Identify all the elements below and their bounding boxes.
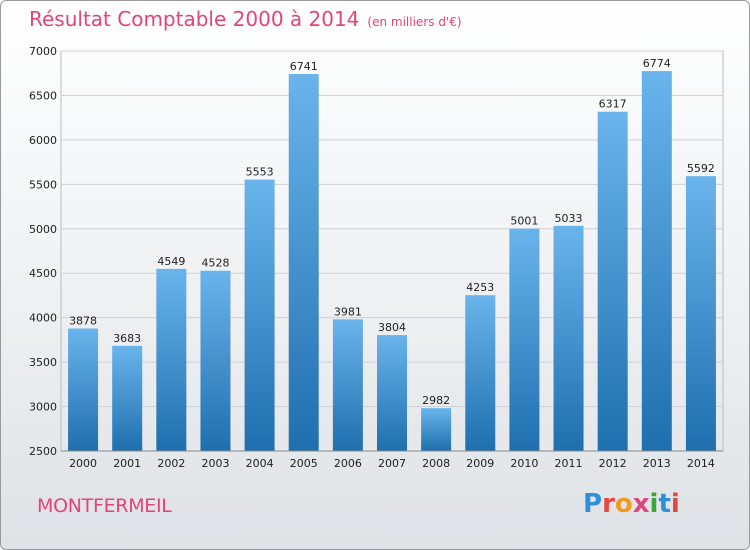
data-label: 6774 — [643, 57, 671, 70]
bar — [200, 270, 231, 451]
x-tick-label: 2009 — [466, 457, 494, 470]
bar — [244, 179, 275, 451]
x-tick-label: 2014 — [687, 457, 715, 470]
x-tick-label: 2011 — [555, 457, 583, 470]
y-tick-label: 3000 — [29, 401, 57, 414]
x-tick-label: 2005 — [290, 457, 318, 470]
data-label: 3878 — [69, 315, 97, 328]
x-tick-label: 2008 — [422, 457, 450, 470]
bar — [68, 328, 99, 451]
data-label: 5592 — [687, 162, 715, 175]
y-tick-label: 4500 — [29, 267, 57, 280]
logo-letter: i — [670, 489, 680, 519]
x-tick-label: 2002 — [157, 457, 185, 470]
unit-note: (en milliers d'€) — [367, 15, 462, 29]
x-tick-label: 2003 — [201, 457, 229, 470]
bar — [465, 295, 496, 451]
x-tick-label: 2010 — [510, 457, 538, 470]
x-tick-label: 2006 — [334, 457, 362, 470]
chart-title: Résultat Comptable 2000 à 2014 (en millie… — [29, 7, 462, 31]
data-label: 3981 — [334, 305, 362, 318]
bar — [597, 111, 628, 451]
data-label: 4549 — [157, 255, 185, 268]
bar — [553, 225, 584, 451]
data-label: 6741 — [290, 60, 318, 73]
logo-letter: P — [583, 489, 603, 519]
data-label: 4253 — [466, 281, 494, 294]
data-label: 5553 — [246, 166, 274, 179]
proxiti-logo: Proxiti — [583, 489, 680, 519]
bar — [421, 408, 452, 451]
bar — [377, 335, 407, 451]
x-tick-label: 2000 — [69, 457, 97, 470]
y-tick-label: 7000 — [29, 45, 57, 58]
data-label: 5033 — [555, 212, 583, 225]
data-label: 3804 — [378, 321, 406, 334]
y-tick-label: 5500 — [29, 178, 57, 191]
data-label: 5001 — [510, 215, 538, 228]
x-tick-label: 2007 — [378, 457, 406, 470]
bar — [332, 319, 363, 451]
bar — [685, 176, 716, 451]
x-tick-label: 2004 — [246, 457, 274, 470]
title-text: Résultat Comptable 2000 à 2014 — [29, 7, 360, 31]
bar — [156, 268, 187, 451]
y-tick-label: 4000 — [29, 312, 57, 325]
logo-letter: r — [602, 489, 615, 519]
data-label: 4528 — [201, 257, 229, 270]
bar — [641, 71, 672, 451]
logo-letter: o — [614, 489, 633, 519]
place-name: MONTFERMEIL — [37, 495, 172, 517]
data-label: 6317 — [599, 98, 627, 111]
logo-letter: i — [649, 489, 659, 519]
data-label: 3683 — [113, 332, 141, 345]
y-tick-label: 2500 — [29, 445, 57, 458]
x-tick-label: 2012 — [599, 457, 627, 470]
logo-letter: t — [658, 489, 671, 519]
bar — [288, 74, 319, 452]
y-tick-label: 3500 — [29, 356, 57, 369]
x-tick-label: 2001 — [113, 457, 141, 470]
y-tick-label: 6000 — [29, 134, 57, 147]
data-label: 2982 — [422, 394, 450, 407]
x-tick-label: 2013 — [643, 457, 671, 470]
y-tick-label: 5000 — [29, 223, 57, 236]
bar — [509, 228, 540, 451]
y-tick-label: 6500 — [29, 89, 57, 102]
logo-letter: x — [632, 489, 650, 519]
bar — [112, 345, 143, 451]
